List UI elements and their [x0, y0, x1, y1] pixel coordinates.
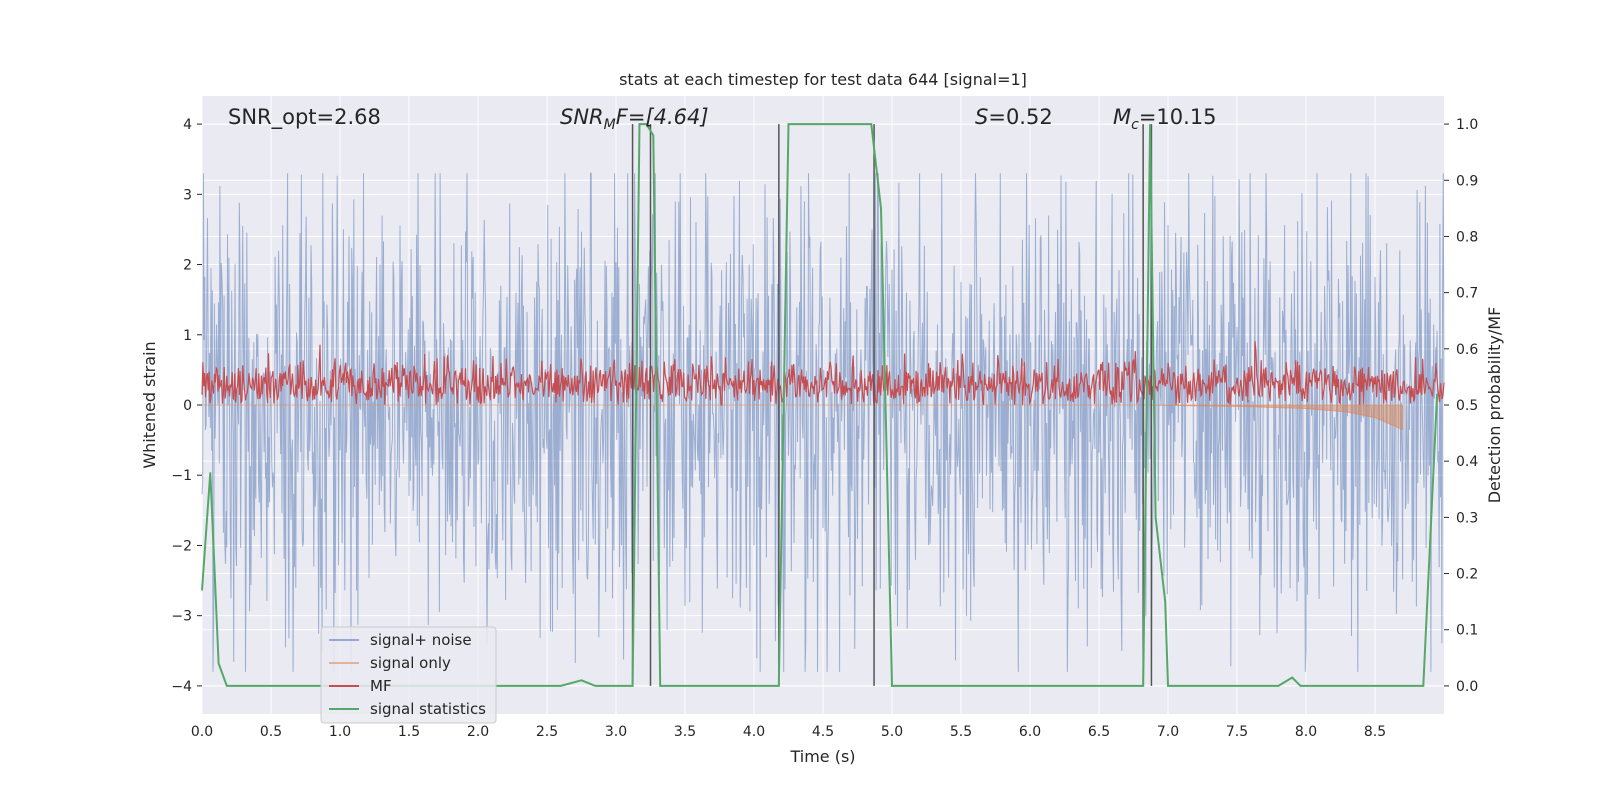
x-tick-label: 3.5 [674, 724, 696, 740]
annotation-snr-mf-symbol: SNR [560, 105, 604, 129]
legend-box [320, 626, 497, 724]
x-tick-label: 1.0 [329, 724, 351, 740]
y-axis-left-label: Whitened strain [140, 341, 159, 468]
y-tick-label-right: 0.2 [1456, 567, 1478, 583]
signal-noise-series [201, 172, 1445, 672]
x-tick-label: 4.0 [743, 724, 765, 740]
y-tick-label-right: 0.8 [1456, 229, 1478, 245]
signal-noise-line [201, 172, 1445, 672]
annotation-mc-subscript: c [1131, 117, 1139, 133]
annotation-mc: Mc=10.15 [1113, 105, 1217, 133]
y-tick-label-right: 0.1 [1456, 623, 1478, 639]
x-tick-label: 2.5 [536, 724, 558, 740]
x-axis-ticks: 0.0 0.5 1.0 1.5 2.0 2.5 3.0 3.5 4.0 4.5 5.0 5.5 6.0 6… [191, 724, 1386, 740]
y-tick-label-left: 1 [183, 328, 192, 344]
x-tick-label: 5.0 [881, 724, 903, 740]
signal-only-line [202, 404, 1404, 431]
y-tick-label-left: 4 [183, 117, 192, 133]
mf-series [201, 341, 1445, 406]
y-tick-label-left: −4 [171, 679, 192, 695]
y-tick-label-left: −3 [171, 609, 192, 625]
x-tick-label: 3.0 [605, 724, 627, 740]
y-axis-right-label: Detection probability/MF [1485, 307, 1504, 504]
annotation-s: S=0.52 [975, 105, 1053, 129]
y-tick-label-right: 0.5 [1456, 398, 1478, 414]
signal-statistics-series [201, 123, 1439, 687]
annotation-snr-mf-value: F=[4.64] [616, 105, 709, 129]
x-tick-label: 2.0 [467, 724, 489, 740]
x-tick-label: 0.5 [260, 724, 282, 740]
x-tick-label: 4.5 [812, 724, 834, 740]
y-tick-label-right: 0.0 [1456, 679, 1478, 695]
x-tick-label: 6.0 [1019, 724, 1041, 740]
mf-line [201, 341, 1445, 406]
y-tick-label-right: 0.4 [1456, 454, 1478, 470]
signal-statistics-line [201, 123, 1439, 687]
legend-label-signal-statistics: signal statistics [370, 700, 486, 718]
legend: signal+ noise signal only MF signal stat… [320, 626, 497, 724]
legend-label-signal-only: signal only [370, 654, 451, 672]
annotation-snr-mf-subscript: M [604, 117, 616, 133]
y-tick-label-right: 0.9 [1456, 173, 1478, 189]
y-tick-label-left: 3 [183, 187, 192, 203]
annotation-mc-symbol: M [1113, 105, 1131, 129]
y-axis-right-ticks: 1.0 0.9 0.8 0.7 0.6 0.5 0.4 0.3 0.2 0.1 0.0 [1444, 117, 1478, 695]
x-tick-label: 0.0 [191, 724, 213, 740]
y-tick-label-left: −2 [171, 538, 192, 554]
y-tick-label-right: 0.6 [1456, 342, 1478, 358]
signal-only-series [202, 404, 1404, 431]
legend-label-mf: MF [370, 677, 392, 695]
y-tick-label-left: 2 [183, 258, 192, 274]
annotation-snr-mf: SNRMF=[4.64] [560, 105, 709, 133]
annotation-mc-value: =10.15 [1139, 105, 1217, 129]
x-tick-label: 1.5 [398, 724, 420, 740]
x-tick-label: 5.5 [950, 724, 972, 740]
x-tick-label: 7.0 [1157, 724, 1179, 740]
x-tick-label: 8.0 [1295, 724, 1317, 740]
y-tick-label-right: 0.3 [1456, 510, 1478, 526]
y-tick-label-right: 0.7 [1456, 286, 1478, 302]
x-tick-label: 6.5 [1088, 724, 1110, 740]
annotation-s-value: =0.52 [988, 105, 1052, 129]
y-tick-label-right: 1.0 [1456, 117, 1478, 133]
x-axis-label: Time (s) [789, 747, 855, 766]
chart-title: stats at each timestep for test data 644… [619, 70, 1027, 89]
y-tick-label-left: 0 [183, 398, 192, 414]
annotation-s-symbol: S [975, 105, 988, 129]
y-tick-label-left: −1 [171, 468, 192, 484]
x-tick-label: 7.5 [1226, 724, 1248, 740]
x-tick-label: 8.5 [1364, 724, 1386, 740]
y-axis-left-ticks: 4 3 2 1 0 −1 −2 −3 −4 [171, 117, 202, 695]
legend-label-signal-noise: signal+ noise [370, 631, 472, 649]
annotation-snr-opt: SNR_opt=2.68 [228, 105, 381, 130]
